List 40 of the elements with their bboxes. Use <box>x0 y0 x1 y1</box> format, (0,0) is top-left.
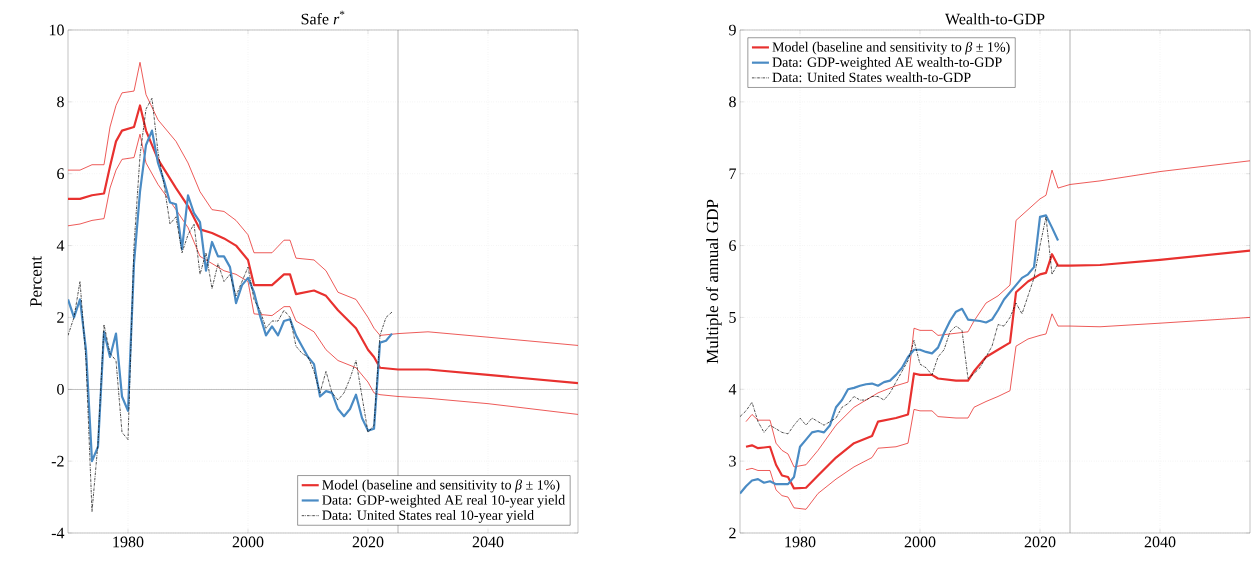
x-tick-label: 2040 <box>1144 536 1176 548</box>
line-series <box>68 104 579 385</box>
y-tick-label: 2 <box>729 527 736 539</box>
x-tick-label: 2040 <box>472 536 504 548</box>
line-series <box>68 129 394 463</box>
y-tick-label: 3 <box>729 455 736 467</box>
y-tick-label: 7 <box>729 168 737 179</box>
legend-label: Data: GDP-weighted AE real 10-year yield <box>322 494 566 508</box>
y-tick-label: 8 <box>57 96 64 108</box>
chart-title: Safe r$^{*}$ <box>301 10 345 25</box>
y-tick-label: 6 <box>57 168 65 180</box>
x-tick-label: 2020 <box>1024 536 1056 548</box>
line-series <box>745 313 1251 510</box>
y-tick-label: 6 <box>729 240 737 251</box>
y-tick-label: 2 <box>57 312 64 323</box>
legend-label: Model (baseline and sensitivity to β ± 1%) <box>772 41 1010 55</box>
y-tick-label: 10 <box>49 24 64 36</box>
y-tick-label: 8 <box>729 96 736 108</box>
y-tick-label: 0 <box>57 383 64 395</box>
x-tick-label: 2000 <box>904 536 936 548</box>
y-tick-label: 5 <box>729 312 736 323</box>
y-axis-title: Multiple of annual GDP <box>706 199 722 364</box>
y-tick-label: 4 <box>56 240 65 251</box>
x-tick-label: 1980 <box>113 536 144 548</box>
y-axis-title: Percent <box>30 256 42 307</box>
legend-label: Data: United States wealth-to-GDP <box>772 72 971 83</box>
x-tick-label: 1980 <box>785 536 816 548</box>
x-tick-label: 2000 <box>232 536 264 548</box>
legend-label: Data: GDP-weighted AE wealth-to-GDP <box>772 57 1002 70</box>
legend-label: Model (baseline and sensitivity to β ± 1%) <box>322 479 560 493</box>
line-series <box>744 249 1251 490</box>
chart-title: Wealth-to-GDP <box>945 13 1045 25</box>
x-tick-label: 2020 <box>352 536 384 548</box>
line-series <box>68 133 579 415</box>
y-tick-label: 4 <box>728 384 737 395</box>
y-tick-label: -2 <box>51 455 64 467</box>
y-tick-label: 9 <box>729 24 736 36</box>
legend-label: Data: United States real 10-year yield <box>322 510 534 523</box>
line-series <box>68 61 579 346</box>
y-tick-label: -4 <box>51 527 65 539</box>
